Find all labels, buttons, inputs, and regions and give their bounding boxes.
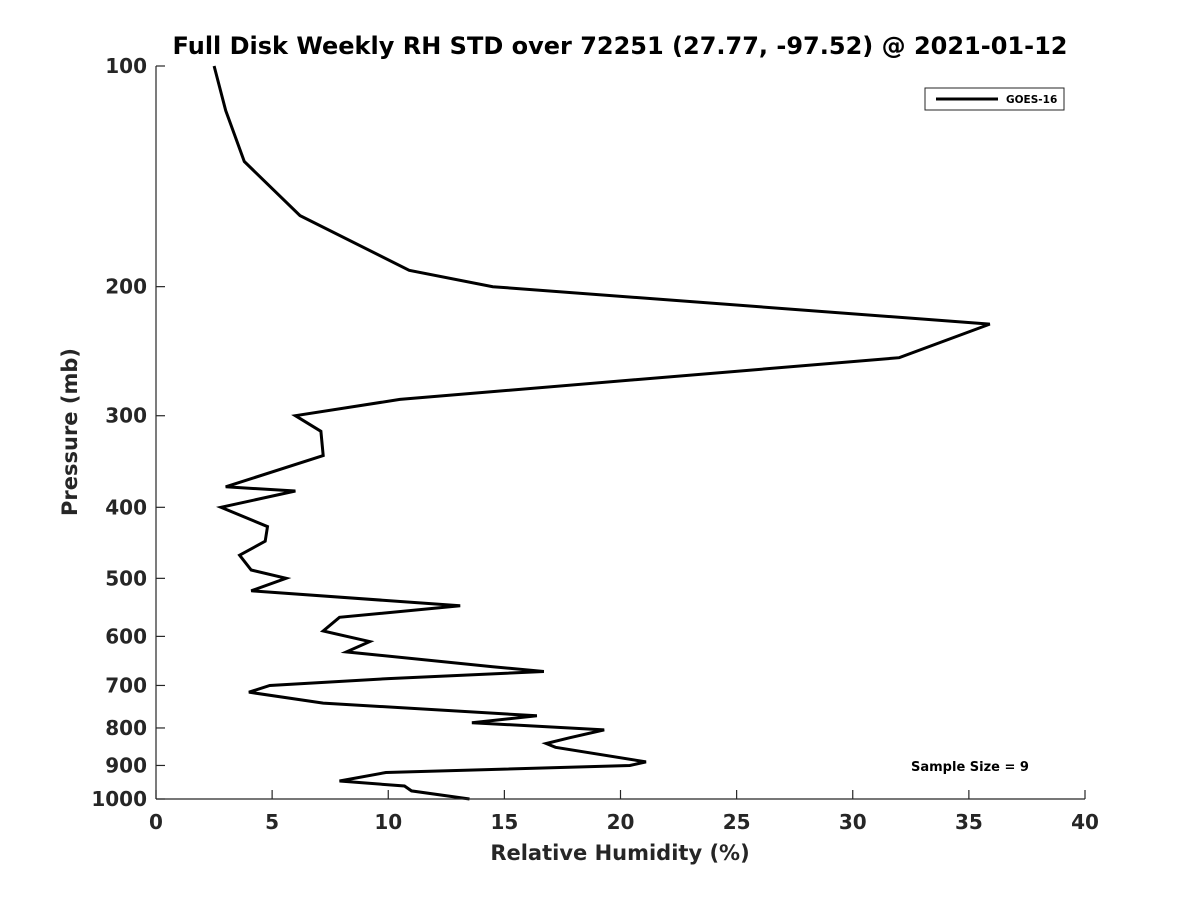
legend: GOES-16 — [924, 87, 1065, 111]
y-tick-label: 800 — [105, 716, 147, 740]
x-tick-label: 5 — [265, 810, 279, 834]
sample-size-annotation: Sample Size = 9 — [911, 760, 1029, 775]
x-tick-label: 15 — [490, 810, 518, 834]
x-tick-label: 35 — [955, 810, 983, 834]
series-line-goes16 — [212, 65, 991, 801]
x-tick-label: 20 — [607, 810, 635, 834]
x-axis: 0 5 10 15 20 25 30 35 40 — [149, 790, 1099, 834]
x-tick-label: 30 — [839, 810, 867, 834]
y-tick-label: 200 — [105, 275, 147, 299]
x-tick-label: 40 — [1071, 810, 1099, 834]
x-axis-label: Relative Humidity (%) — [490, 841, 749, 865]
y-tick-label: 400 — [105, 495, 147, 519]
x-tick-label: 0 — [149, 810, 163, 834]
y-tick-label: 900 — [105, 753, 147, 777]
y-tick-label: 600 — [105, 624, 147, 648]
y-tick-label: 500 — [105, 566, 147, 590]
y-tick-label: 300 — [105, 404, 147, 428]
y-tick-label: 1000 — [91, 787, 147, 811]
y-tick-label: 100 — [105, 54, 147, 78]
x-tick-label: 25 — [723, 810, 751, 834]
chart-title: Full Disk Weekly RH STD over 72251 (27.7… — [173, 32, 1068, 60]
legend-label: GOES-16 — [1006, 94, 1057, 106]
y-axis: 100 200 300 400 500 600 700 800 900 1000 — [91, 54, 165, 811]
x-tick-label: 10 — [374, 810, 402, 834]
y-axis-label: Pressure (mb) — [58, 348, 82, 516]
y-tick-label: 700 — [105, 673, 147, 697]
